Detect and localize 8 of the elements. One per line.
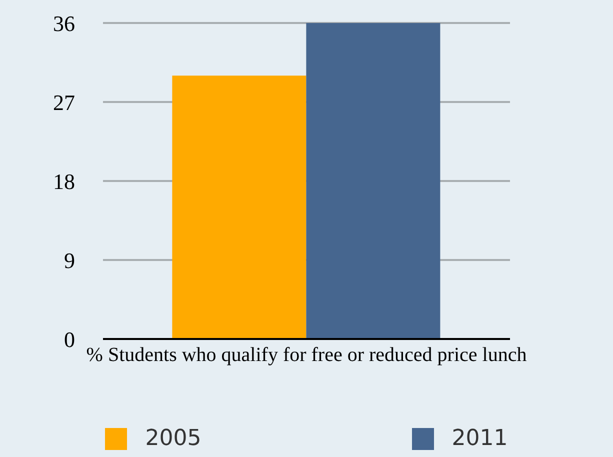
y-tick-label: 18 <box>53 168 75 194</box>
y-tick-label: 0 <box>64 326 75 352</box>
legend-label: 2005 <box>145 426 202 451</box>
legend-label: 2011 <box>452 426 508 451</box>
y-tick-label: 36 <box>53 10 75 36</box>
x-tick-label: % Students who qualify for free or reduced price lunch <box>86 344 527 366</box>
y-tick-label: 9 <box>64 248 75 273</box>
y-tick-label: 27 <box>53 90 75 115</box>
